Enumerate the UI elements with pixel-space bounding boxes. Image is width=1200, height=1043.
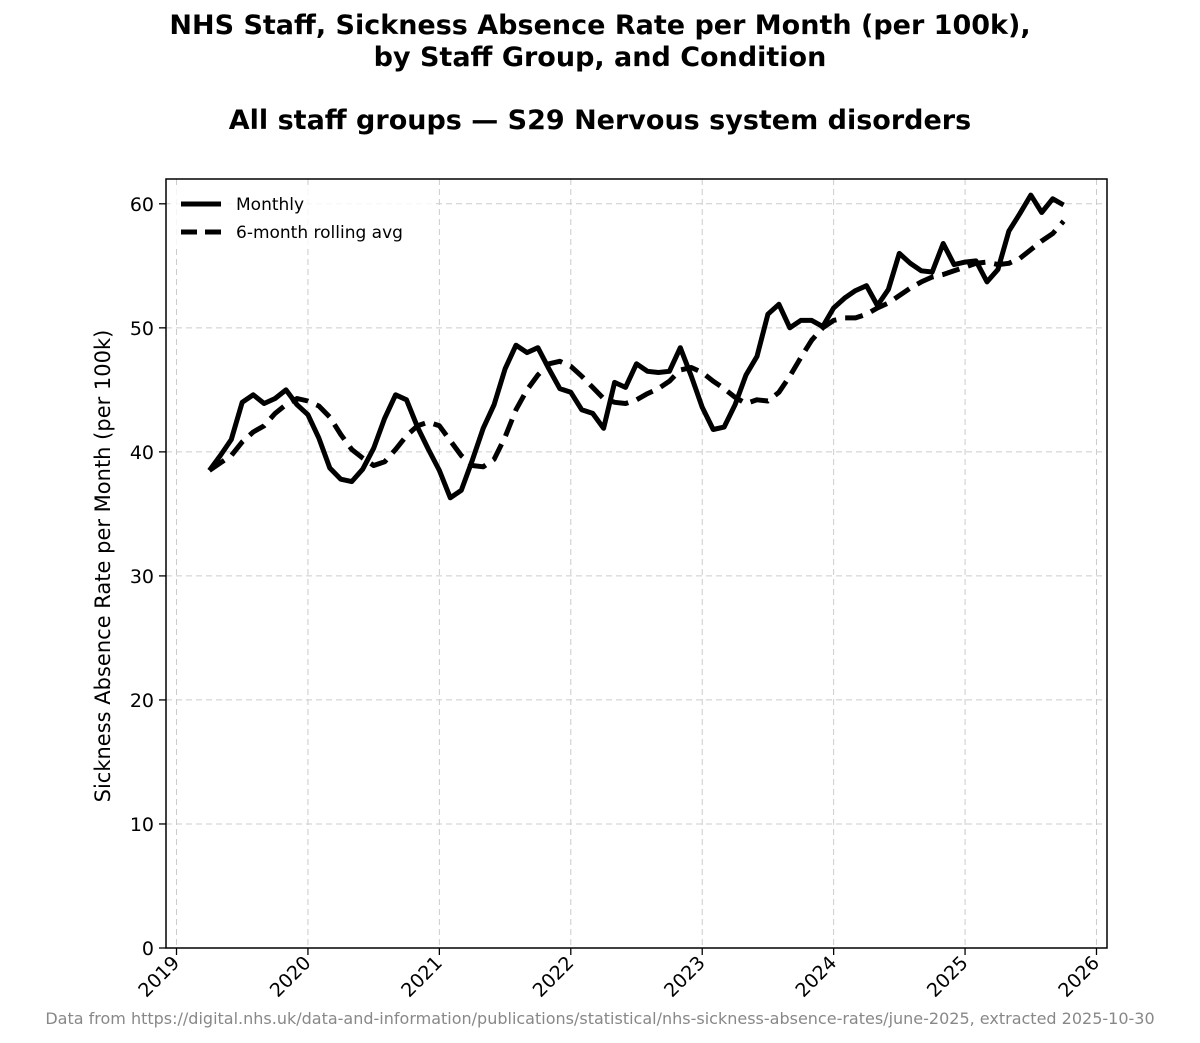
y-axis-label: Sickness Absence Rate per Month (per 100… <box>91 330 115 803</box>
x-tick-label: 2024 <box>791 952 841 1002</box>
y-tick-label: 10 <box>130 814 154 836</box>
x-tick-label: 2021 <box>397 952 447 1002</box>
chart-subtitle: All staff groups — S29 Nervous system di… <box>228 105 972 136</box>
x-tick-label: 2025 <box>923 952 973 1002</box>
x-tick-label: 2020 <box>266 952 316 1002</box>
legend-label-monthly: Monthly <box>236 195 304 215</box>
grid-lines <box>166 179 1107 949</box>
data-source-footer: Data from https://digital.nhs.uk/data-an… <box>45 1009 1155 1028</box>
chart-title-line-1: NHS Staff, Sickness Absence Rate per Mon… <box>169 10 1031 41</box>
plot-frame <box>165 178 1108 949</box>
y-tick-label: 50 <box>130 318 154 340</box>
y-tick-label: 40 <box>130 442 154 464</box>
series-layer <box>207 192 1066 501</box>
chart-title-line-2: by Staff Group, and Condition <box>373 42 827 73</box>
y-tick-label: 30 <box>130 566 154 588</box>
y-tick-label: 20 <box>130 690 154 712</box>
x-tick-label: 2023 <box>660 952 710 1002</box>
series-line-6-month-rolling-avg <box>207 219 1066 473</box>
y-tick-label: 60 <box>130 194 154 216</box>
legend-label-rolling-avg: 6-month rolling avg <box>236 223 403 243</box>
series-line-monthly <box>207 192 1065 501</box>
legend: Monthly 6-month rolling avg <box>170 186 432 246</box>
y-tick-label: 0 <box>142 938 154 960</box>
x-tick-label: 2026 <box>1054 952 1104 1002</box>
x-tick-label: 2022 <box>529 952 579 1002</box>
